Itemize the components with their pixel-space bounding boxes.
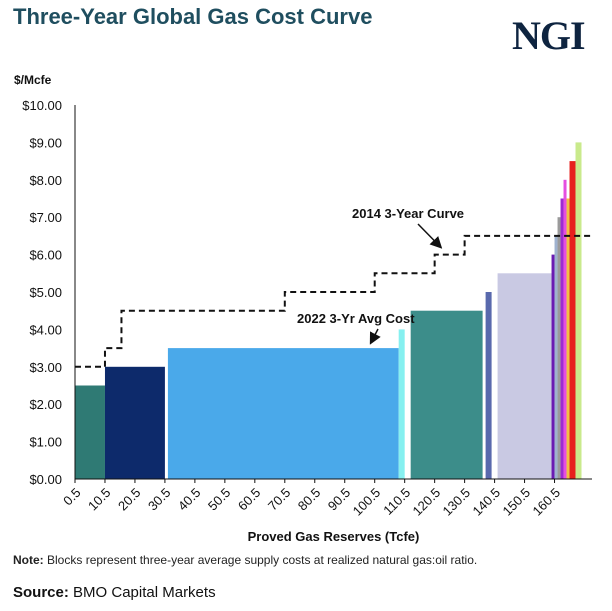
y-tick-label: $5.00 bbox=[29, 285, 62, 300]
cost-block bbox=[104, 366, 165, 479]
chart-source: Source: BMO Capital Markets bbox=[13, 584, 216, 601]
annotation-2022-arrow bbox=[369, 328, 381, 345]
cost-block bbox=[560, 198, 564, 479]
y-axis-unit: $/Mcfe bbox=[14, 73, 52, 87]
source-text: BMO Capital Markets bbox=[73, 584, 216, 601]
cost-block bbox=[497, 273, 552, 479]
y-tick-label: $2.00 bbox=[29, 397, 62, 412]
cost-block bbox=[485, 292, 492, 479]
x-tick-label: 160.5 bbox=[529, 485, 563, 519]
cost-block bbox=[398, 329, 405, 479]
cost-block bbox=[551, 254, 555, 479]
annotations: 2014 3-Year Curve 2022 3-Yr Avg Cost bbox=[297, 206, 464, 345]
note-label: Note: bbox=[13, 553, 44, 567]
cost-blocks bbox=[75, 142, 582, 480]
x-tick-label: 20.5 bbox=[115, 485, 144, 514]
x-tick-label: 110.5 bbox=[380, 485, 413, 518]
x-tick-label: 140.5 bbox=[470, 485, 504, 519]
x-tick-label: 130.5 bbox=[440, 485, 474, 519]
cost-block bbox=[575, 142, 582, 479]
x-tick-label: 0.5 bbox=[60, 485, 83, 508]
chart-title: Three-Year Global Gas Cost Curve bbox=[13, 4, 373, 29]
x-tick-label: 50.5 bbox=[205, 485, 234, 514]
x-tick-label: 60.5 bbox=[235, 485, 264, 514]
cost-block bbox=[75, 385, 105, 479]
cost-block bbox=[569, 161, 576, 479]
cost-block bbox=[410, 310, 483, 479]
cost-block bbox=[566, 198, 570, 479]
x-tick-label: 30.5 bbox=[145, 485, 174, 514]
x-tick-label: 100.5 bbox=[350, 485, 384, 519]
x-tick-label: 90.5 bbox=[325, 485, 354, 514]
y-tick-label: $6.00 bbox=[29, 248, 62, 263]
y-tick-label: $4.00 bbox=[29, 322, 62, 337]
y-tick-label: $0.00 bbox=[29, 472, 62, 487]
cost-block bbox=[167, 348, 399, 479]
x-tick-label: 120.5 bbox=[410, 485, 444, 519]
x-axis-title: Proved Gas Reserves (Tcfe) bbox=[248, 529, 420, 544]
annotation-2022-avg-label: 2022 3-Yr Avg Cost bbox=[297, 311, 415, 326]
cost-block bbox=[554, 235, 558, 479]
y-tick-label: $10.00 bbox=[22, 98, 62, 113]
y-tick-label: $7.00 bbox=[29, 210, 62, 225]
annotation-2014-arrow bbox=[417, 223, 443, 249]
y-tick-label: $8.00 bbox=[29, 173, 62, 188]
x-tick-label: 150.5 bbox=[500, 485, 534, 519]
ngi-logo: NGI bbox=[512, 13, 586, 58]
chart-note: Note: Blocks represent three-year averag… bbox=[13, 553, 477, 567]
source-label: Source: bbox=[13, 584, 69, 601]
cost-block bbox=[557, 217, 561, 479]
curve-2014-line bbox=[75, 234, 592, 368]
y-tick-label: $9.00 bbox=[29, 135, 62, 150]
y-tick-label: $3.00 bbox=[29, 360, 62, 375]
y-tick-label: $1.00 bbox=[29, 435, 62, 450]
curve-2014-layer bbox=[75, 234, 592, 368]
x-tick-label: 40.5 bbox=[175, 485, 204, 514]
cost-block bbox=[563, 179, 567, 480]
x-tick-label: 80.5 bbox=[295, 485, 324, 514]
annotation-2014-curve-label: 2014 3-Year Curve bbox=[352, 206, 464, 221]
note-text: Blocks represent three-year average supp… bbox=[47, 553, 478, 567]
cost-curve-chart: $/Mcfe $0.00 $1.00 $2.00 $3.00 $4.00 $5.00 $6.0… bbox=[14, 73, 592, 544]
x-tick-label: 10.5 bbox=[85, 485, 114, 514]
x-tick-label: 70.5 bbox=[265, 485, 294, 514]
